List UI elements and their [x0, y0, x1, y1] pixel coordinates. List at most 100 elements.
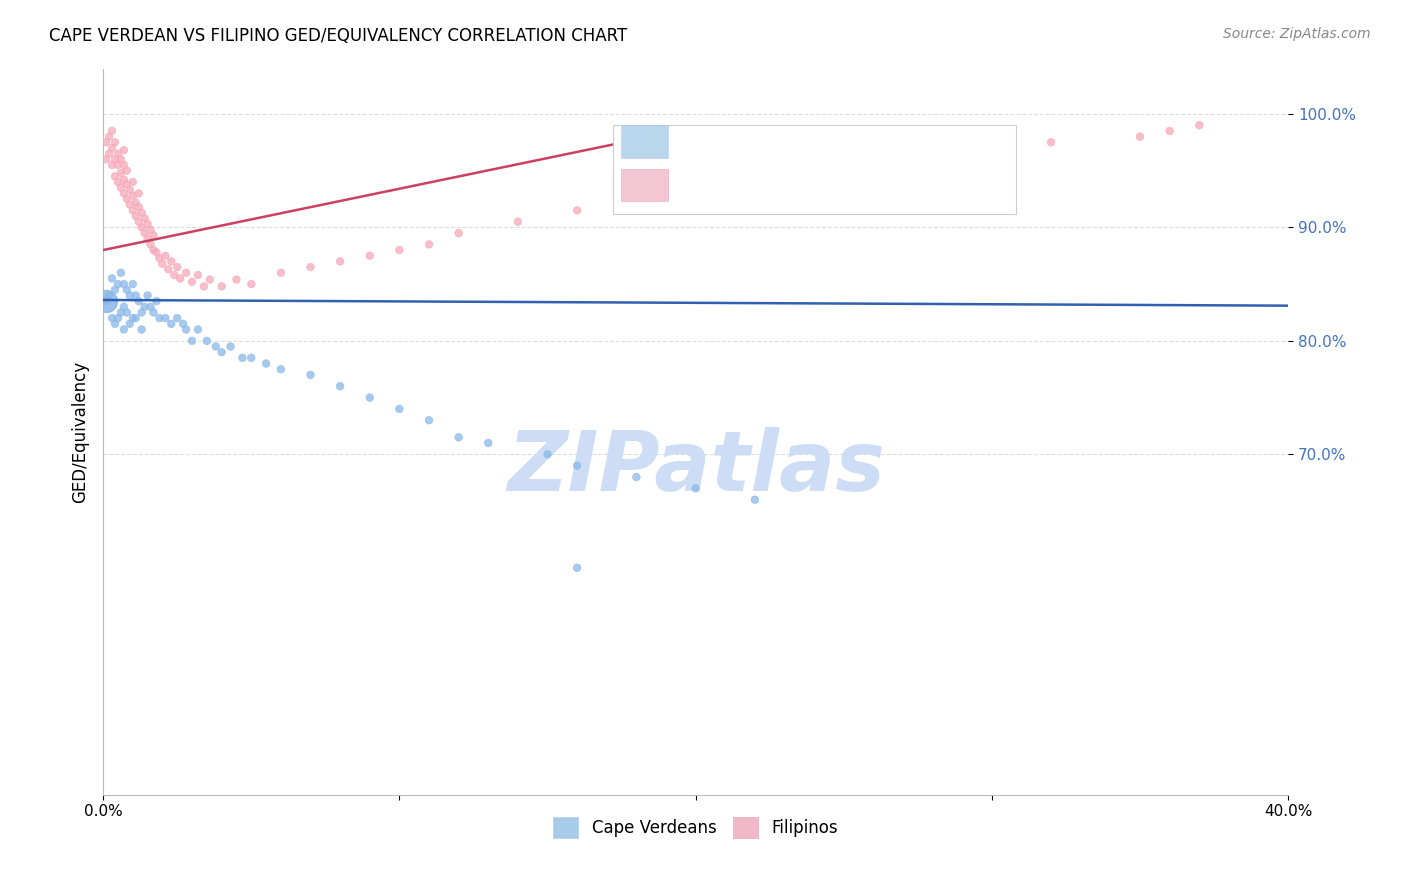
Point — [112, 158, 135, 172]
Point — [418, 237, 440, 252]
Text: R =  0.313   N = 80: R = 0.313 N = 80 — [682, 175, 904, 194]
Point — [104, 153, 127, 167]
Point — [148, 251, 170, 265]
Point — [169, 271, 191, 285]
Point — [565, 203, 588, 218]
Point — [110, 180, 132, 194]
Point — [744, 492, 766, 507]
Point — [121, 188, 143, 202]
Point — [536, 447, 558, 461]
Point — [131, 322, 153, 336]
Point — [359, 391, 381, 405]
Point — [565, 561, 588, 575]
Point — [155, 311, 177, 326]
Point — [181, 334, 204, 348]
Point — [128, 294, 150, 309]
Point — [1129, 129, 1152, 144]
Point — [134, 211, 156, 226]
Point — [744, 169, 766, 184]
Point — [128, 200, 150, 214]
Point — [142, 243, 165, 257]
Point — [131, 305, 153, 319]
Point — [204, 339, 226, 353]
Point — [107, 311, 129, 326]
Point — [125, 195, 148, 210]
Point — [163, 268, 186, 282]
Text: CAPE VERDEAN VS FILIPINO GED/EQUIVALENCY CORRELATION CHART: CAPE VERDEAN VS FILIPINO GED/EQUIVALENCY… — [49, 27, 627, 45]
Point — [803, 158, 825, 172]
Point — [219, 339, 242, 353]
Point — [136, 217, 159, 231]
Point — [1188, 118, 1211, 132]
Point — [121, 175, 143, 189]
Point — [110, 305, 132, 319]
Point — [160, 317, 183, 331]
Point — [187, 268, 209, 282]
Point — [112, 172, 135, 186]
Point — [329, 379, 352, 393]
Point — [118, 317, 141, 331]
Point — [240, 277, 263, 292]
Point — [506, 215, 529, 229]
Point — [98, 288, 121, 302]
Point — [107, 175, 129, 189]
Point — [94, 135, 117, 149]
Point — [115, 178, 138, 192]
Point — [862, 153, 884, 167]
Point — [626, 470, 648, 484]
Y-axis label: GED/Equivalency: GED/Equivalency — [72, 360, 89, 503]
Point — [125, 311, 148, 326]
Point — [98, 146, 121, 161]
Point — [110, 153, 132, 167]
Point — [447, 430, 470, 444]
Point — [104, 283, 127, 297]
Point — [270, 362, 292, 376]
Point — [145, 245, 167, 260]
Point — [980, 141, 1002, 155]
Point — [112, 277, 135, 292]
Point — [101, 141, 124, 155]
Point — [131, 205, 153, 219]
Point — [121, 277, 143, 292]
Point — [921, 146, 943, 161]
Point — [115, 283, 138, 297]
Point — [187, 322, 209, 336]
Point — [139, 237, 162, 252]
Point — [101, 311, 124, 326]
Point — [157, 262, 180, 277]
Point — [1040, 135, 1063, 149]
Text: ZIPatlas: ZIPatlas — [506, 427, 884, 508]
Point — [166, 311, 188, 326]
Point — [115, 305, 138, 319]
Point — [240, 351, 263, 365]
Point — [107, 158, 129, 172]
Text: R = -0.011   N = 58: R = -0.011 N = 58 — [682, 132, 904, 151]
Point — [142, 305, 165, 319]
Point — [128, 215, 150, 229]
Point — [101, 158, 124, 172]
Point — [211, 279, 233, 293]
Point — [166, 260, 188, 274]
Point — [195, 334, 218, 348]
Point — [1159, 124, 1181, 138]
Point — [447, 226, 470, 240]
Point — [174, 266, 197, 280]
Legend: Cape Verdeans, Filipinos: Cape Verdeans, Filipinos — [547, 811, 845, 845]
Point — [388, 401, 411, 416]
Point — [565, 458, 588, 473]
Point — [104, 135, 127, 149]
Point — [193, 279, 215, 293]
Point — [94, 294, 117, 309]
Point — [160, 254, 183, 268]
Point — [211, 345, 233, 359]
Point — [388, 243, 411, 257]
Point — [112, 300, 135, 314]
Point — [181, 275, 204, 289]
Point — [112, 322, 135, 336]
Point — [118, 288, 141, 302]
Point — [115, 163, 138, 178]
Point — [231, 351, 253, 365]
Point — [121, 311, 143, 326]
Point — [155, 249, 177, 263]
Point — [94, 294, 117, 309]
